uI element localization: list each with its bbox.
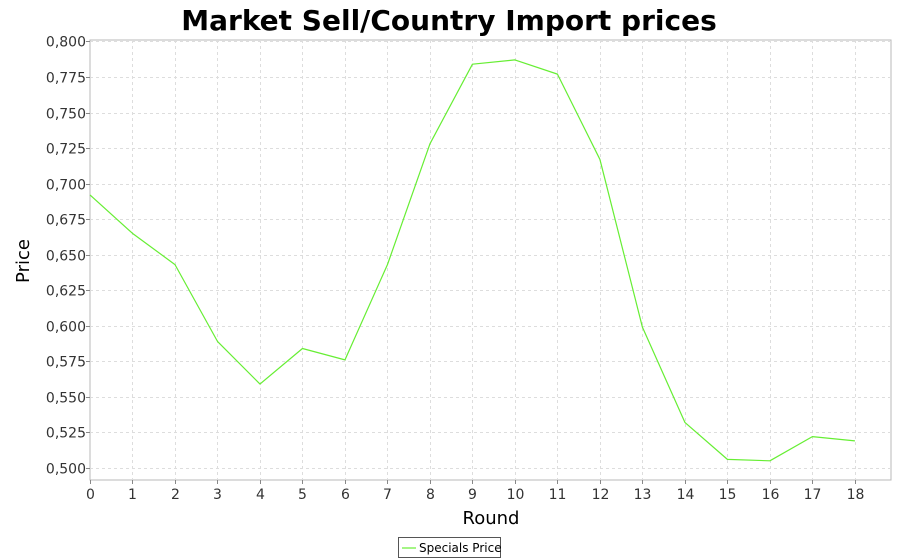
legend-entry-specials-price: Specials Price xyxy=(419,541,502,555)
y-tick-label: 0,650 xyxy=(46,249,86,265)
y-axis: 0,500 0,525 0,550 0,575 0,600 0,625 0,650 0,675… xyxy=(46,35,90,478)
x-tick-label: 12 xyxy=(592,487,610,503)
vertical-gridlines xyxy=(132,40,856,480)
series-line-specials-price xyxy=(89,59,855,462)
legend: Specials Price xyxy=(398,537,502,558)
y-tick-label: 0,525 xyxy=(46,426,86,442)
y-tick-label: 0,800 xyxy=(46,35,86,51)
y-tick-label: 0,700 xyxy=(46,178,86,194)
x-tick-label: 7 xyxy=(383,487,392,503)
x-tick-label: 17 xyxy=(804,487,822,503)
x-axis-label: Round xyxy=(463,508,520,529)
y-tick-label: 0,675 xyxy=(46,213,86,229)
x-tick-label: 16 xyxy=(762,487,780,503)
y-tick-label: 0,625 xyxy=(46,284,86,300)
x-tick-label: 14 xyxy=(677,487,695,503)
x-tick-label: 15 xyxy=(719,487,737,503)
x-tick-label: 13 xyxy=(634,487,652,503)
y-tick-label: 0,725 xyxy=(46,142,86,158)
x-tick-label: 9 xyxy=(468,487,477,503)
x-tick-label: 2 xyxy=(171,487,180,503)
x-tick-label: 0 xyxy=(86,487,95,503)
x-tick-label: 5 xyxy=(298,487,307,503)
horizontal-gridlines xyxy=(90,41,891,469)
x-tick-label: 10 xyxy=(507,487,525,503)
x-axis: 0 1 2 3 4 5 6 7 8 9 10 11 12 13 14 15 16 17 18 xyxy=(86,480,864,503)
y-tick-label: 0,500 xyxy=(46,462,86,478)
x-tick-label: 18 xyxy=(847,487,865,503)
x-tick-label: 11 xyxy=(549,487,567,503)
y-tick-label: 0,550 xyxy=(46,391,86,407)
series-layer xyxy=(89,59,855,462)
y-tick-label: 0,600 xyxy=(46,320,86,336)
x-tick-label: 3 xyxy=(213,487,222,503)
x-tick-label: 8 xyxy=(426,487,435,503)
y-axis-label: Price xyxy=(13,239,34,283)
legend-box xyxy=(398,537,501,558)
y-tick-label: 0,575 xyxy=(46,355,86,371)
x-tick-label: 4 xyxy=(256,487,265,503)
chart-title: Market Sell/Country Import prices xyxy=(181,4,717,37)
x-tick-label: 1 xyxy=(128,487,137,503)
x-tick-label: 6 xyxy=(341,487,350,503)
y-tick-label: 0,775 xyxy=(46,71,86,87)
y-tick-label: 0,750 xyxy=(46,107,86,123)
